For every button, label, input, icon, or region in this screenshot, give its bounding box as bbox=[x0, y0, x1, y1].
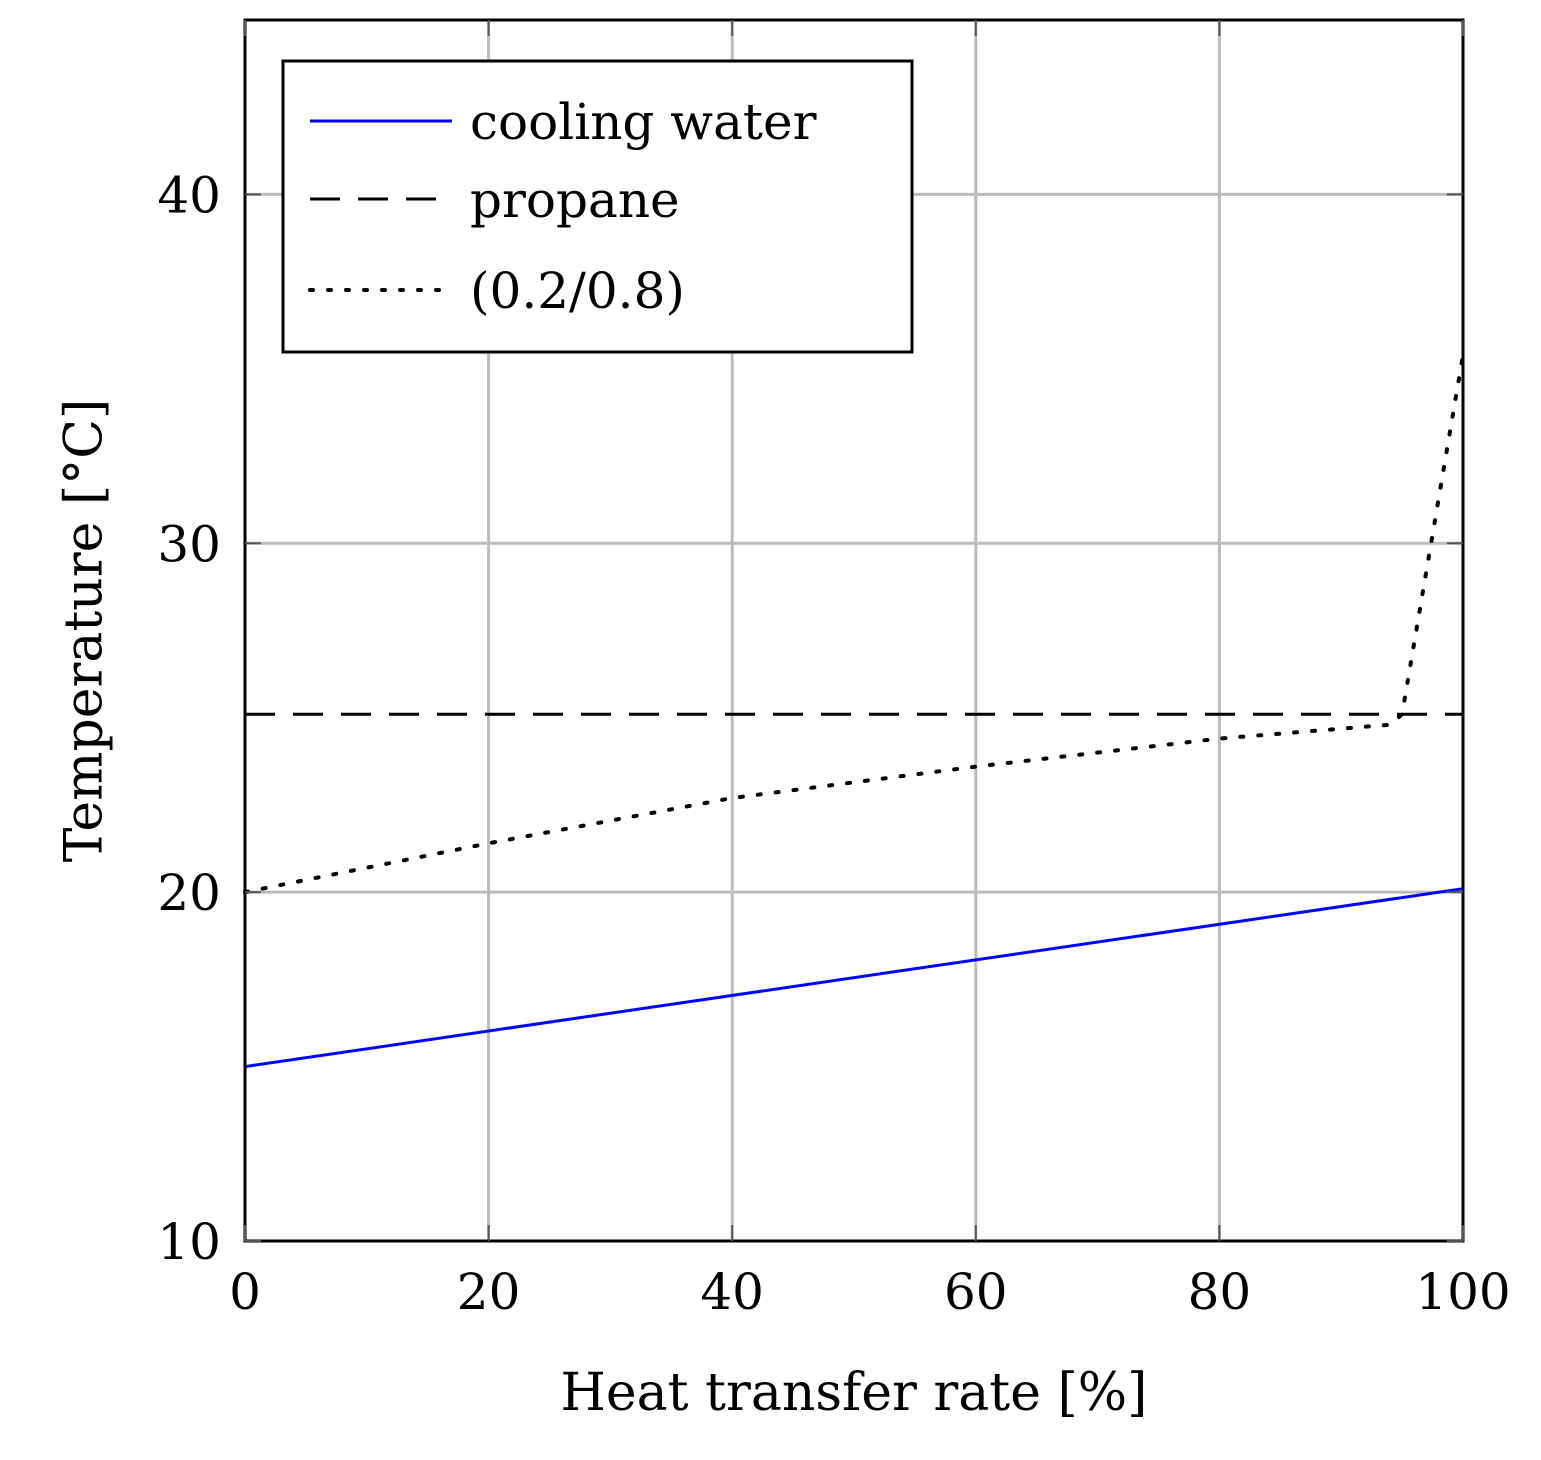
x-tick-label: 100 bbox=[1415, 1263, 1510, 1321]
legend-label-cooling-water: cooling water bbox=[470, 93, 817, 151]
axis-ticks: 0 20 40 60 80 100 10 20 30 40 bbox=[157, 20, 1511, 1321]
legend-label-mixture: (0.2/0.8) bbox=[470, 262, 685, 320]
legend: cooling water propane (0.2/0.8) bbox=[281, 59, 914, 354]
x-tick-label: 80 bbox=[1188, 1263, 1252, 1321]
legend-label-propane: propane bbox=[470, 171, 680, 229]
plot-frame bbox=[243, 18, 1465, 1243]
y-axis-label: Temperature [°C] bbox=[55, 399, 115, 863]
x-tick-label: 60 bbox=[944, 1263, 1008, 1321]
y-tick-label: 40 bbox=[157, 166, 221, 224]
series-line-cooling-water bbox=[244, 887, 1464, 1069]
legend-box bbox=[281, 59, 914, 354]
plot-area bbox=[243, 352, 1465, 1069]
y-tick-label: 10 bbox=[157, 1213, 221, 1271]
series-line-0-2-0-8 bbox=[243, 352, 1465, 895]
y-tick-label: 20 bbox=[157, 864, 221, 922]
y-tick-label: 30 bbox=[157, 515, 221, 573]
x-axis-label: Heat transfer rate [%] bbox=[561, 1363, 1148, 1423]
x-tick-label: 20 bbox=[457, 1263, 521, 1321]
x-tick-label: 0 bbox=[229, 1263, 261, 1321]
x-tick-label: 40 bbox=[700, 1263, 764, 1321]
